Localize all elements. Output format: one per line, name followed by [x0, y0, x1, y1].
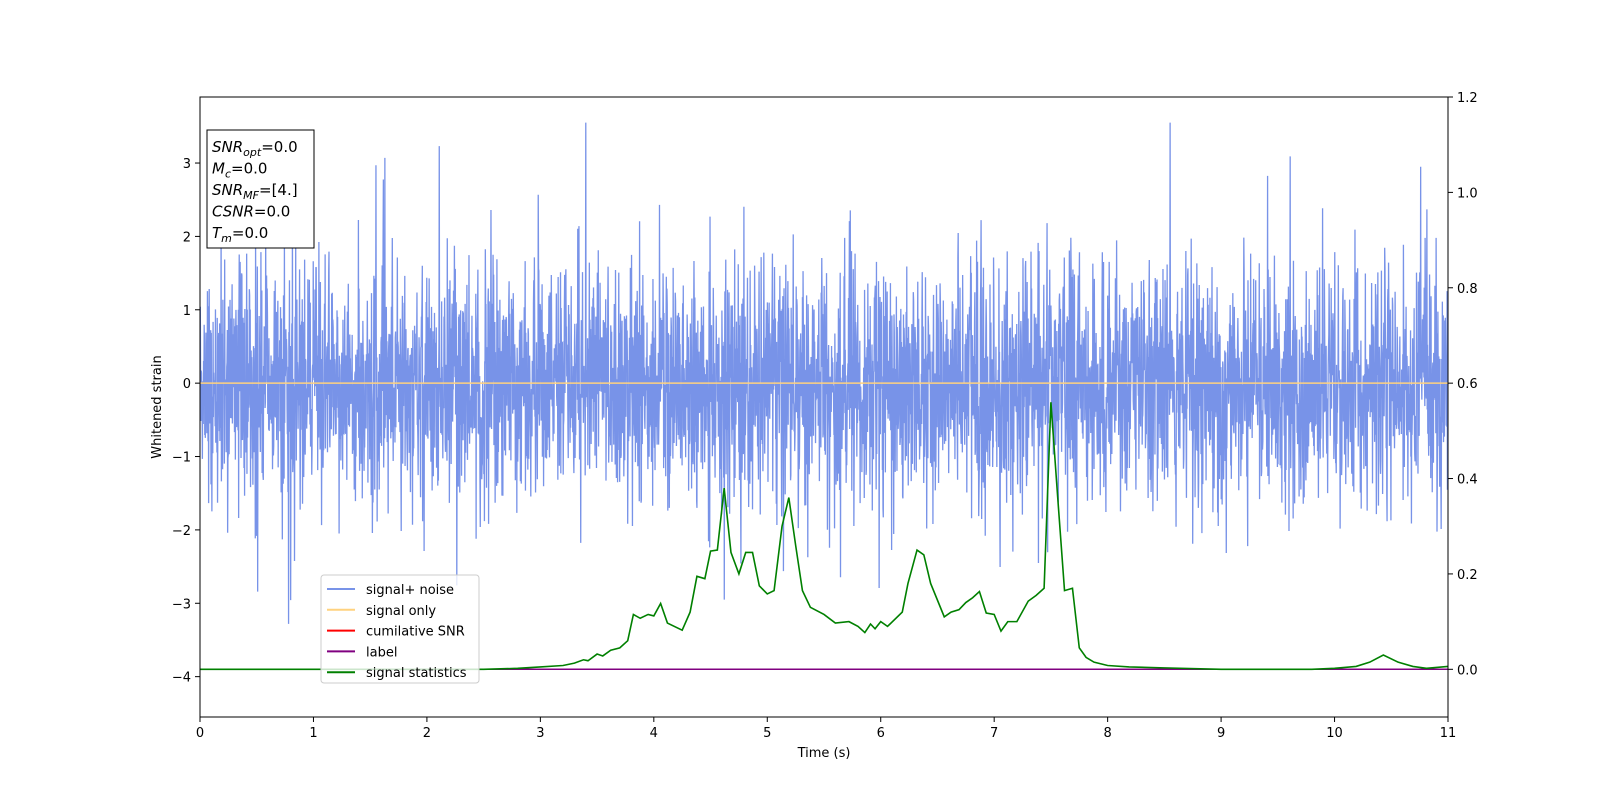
- y-tick-label: 2: [183, 230, 191, 245]
- legend-label: label: [366, 645, 397, 660]
- y-axis-left: −4 −3 −2 −1 0 1 2 3: [172, 157, 200, 686]
- y2-tick-label: 0.4: [1457, 473, 1478, 488]
- x-tick-label: 11: [1440, 726, 1457, 741]
- y-tick-label: −4: [172, 671, 191, 686]
- info-subscript: m: [221, 232, 232, 245]
- legend-entry: label: [327, 645, 397, 660]
- info-value: =[4.]: [259, 181, 298, 199]
- y-axis-right: 0.0 0.2 0.4 0.6 0.8 1.0 1.2: [1448, 91, 1478, 678]
- y-tick-label: −2: [172, 524, 191, 539]
- y2-tick-label: 1.2: [1457, 91, 1478, 106]
- info-value: =0.0: [254, 203, 290, 221]
- info-box-line: SNRMF=[4.]: [212, 181, 298, 202]
- y-axis-label: Whitened strain: [150, 355, 165, 458]
- info-box-frame: [206, 129, 315, 249]
- y-tick-label: 1: [183, 304, 191, 319]
- info-value: =0.0: [232, 224, 268, 242]
- legend-label: signal only: [366, 604, 436, 619]
- x-tick-label: 4: [650, 726, 658, 741]
- info-value: =0.0: [231, 160, 267, 178]
- legend-entry: cumilative SNR: [327, 625, 465, 640]
- y-tick-label: 3: [183, 157, 191, 172]
- legend-entry: signal statistics: [327, 666, 467, 681]
- y-tick-label: −1: [172, 451, 191, 466]
- info-box-line: SNRopt=0.0: [212, 138, 298, 159]
- x-tick-label: 7: [990, 726, 998, 741]
- x-tick-label: 2: [423, 726, 431, 741]
- y2-tick-label: 0.8: [1457, 282, 1478, 297]
- info-box-line: Mc=0.0: [212, 160, 267, 181]
- info-box-line: Tm=0.0: [212, 224, 268, 245]
- y2-tick-label: 1.0: [1457, 186, 1478, 201]
- info-symbol: SNR: [212, 138, 243, 156]
- x-tick-label: 5: [763, 726, 771, 741]
- legend: signal+ noise signal only cumilative SNR la…: [320, 574, 480, 684]
- series-line-signal-statistics: [200, 402, 1448, 671]
- y2-tick-label: 0.0: [1457, 663, 1478, 678]
- info-symbol: CSNR: [212, 203, 254, 221]
- y2-tick-label: 0.6: [1457, 377, 1478, 392]
- info-box-line: CSNR=0.0: [212, 203, 290, 221]
- x-tick-label: 0: [196, 726, 204, 741]
- x-axis: 0 1 2 3 4 5 6 7 8 9 10 11: [196, 717, 1456, 741]
- y-tick-label: −3: [172, 597, 191, 612]
- info-symbol: T: [212, 224, 223, 242]
- series-line-signal-plus-noise: [200, 122, 1448, 624]
- x-tick-label: 9: [1217, 726, 1225, 741]
- info-subscript: c: [225, 168, 231, 181]
- x-tick-label: 8: [1103, 726, 1111, 741]
- info-symbol: SNR: [212, 181, 243, 199]
- legend-frame: [320, 574, 480, 684]
- legend-label: signal statistics: [366, 666, 467, 681]
- x-tick-label: 10: [1326, 726, 1343, 741]
- legend-entry: signal only: [327, 604, 436, 619]
- info-symbol: M: [212, 160, 225, 178]
- x-tick-label: 3: [536, 726, 544, 741]
- info-value: =0.0: [261, 138, 297, 156]
- x-axis-label: Time (s): [797, 746, 851, 761]
- legend-label: signal+ noise: [366, 583, 454, 598]
- x-tick-label: 1: [309, 726, 317, 741]
- x-tick-label: 6: [877, 726, 885, 741]
- info-subscript: opt: [243, 146, 262, 159]
- plot-area-frame: [199, 96, 1449, 718]
- info-subscript: MF: [243, 189, 259, 202]
- y-tick-label: 0: [183, 377, 191, 392]
- legend-label: cumilative SNR: [366, 625, 465, 640]
- legend-entry: signal+ noise: [327, 583, 454, 598]
- y2-tick-label: 0.2: [1457, 568, 1478, 583]
